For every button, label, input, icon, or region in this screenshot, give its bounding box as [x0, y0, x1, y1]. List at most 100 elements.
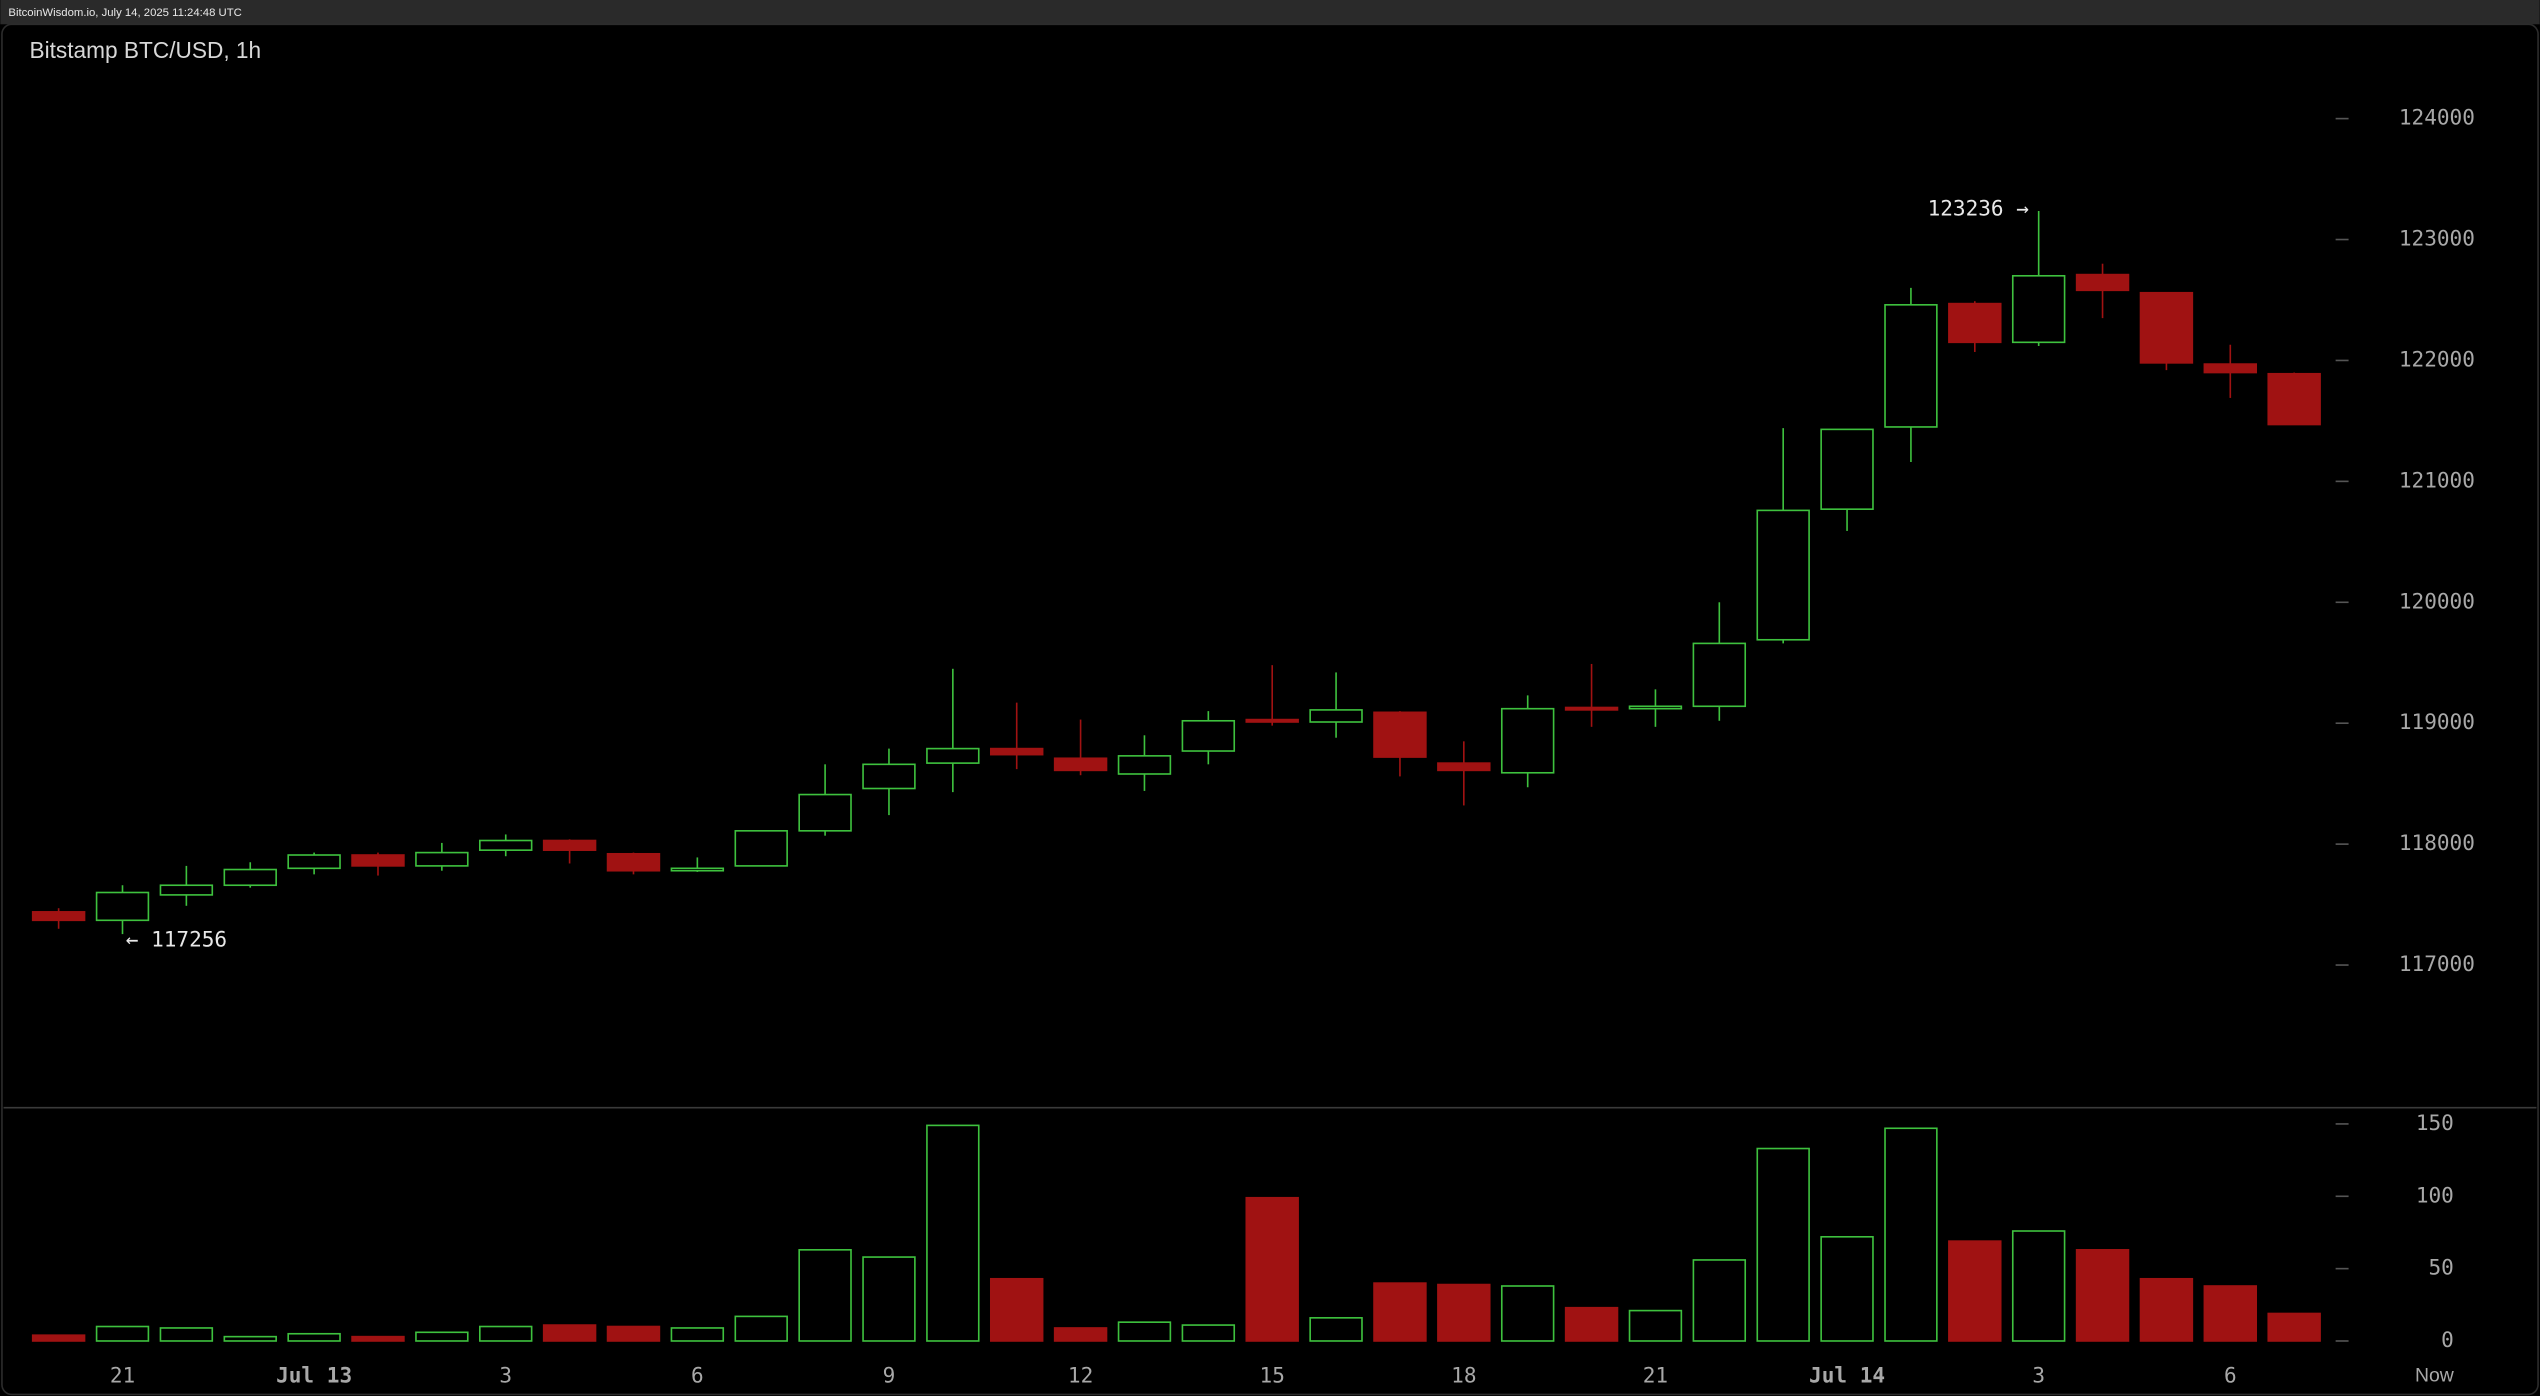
x-tick-label: 12	[1068, 1363, 1093, 1388]
candle-body	[159, 884, 214, 896]
volume-bar	[1053, 1327, 1108, 1342]
candle-body	[2075, 273, 2130, 292]
candle-body	[1692, 642, 1747, 708]
volume-bar	[1500, 1285, 1555, 1342]
volume-bar	[1309, 1317, 1363, 1342]
candle-body	[1820, 428, 1874, 510]
x-tick-label: Jul 13	[276, 1363, 352, 1388]
volume-bar	[798, 1249, 852, 1342]
candle-body	[1181, 719, 1236, 752]
volume-bar	[2139, 1277, 2194, 1342]
volume-bar	[1117, 1321, 1172, 1342]
volume-bar	[2203, 1285, 2258, 1342]
candle-body	[670, 867, 725, 872]
chart-frame	[1, 23, 2539, 1396]
volume-bar	[670, 1327, 725, 1342]
x-tick-label: 6	[2224, 1363, 2237, 1388]
volume-bar	[1692, 1259, 1747, 1342]
y-tick-label: 124000	[2399, 105, 2475, 130]
candle-body	[1245, 718, 1299, 723]
y-tick-label: 122000	[2399, 346, 2475, 371]
volume-bar	[1948, 1240, 2002, 1342]
y-tick-label: 117000	[2399, 951, 2475, 976]
x-tick-label: 6	[691, 1363, 704, 1388]
volume-bar	[159, 1327, 214, 1342]
volume-bar	[2075, 1249, 2130, 1342]
price-annotation: ← 117256	[126, 927, 227, 952]
candle-body	[2139, 291, 2194, 364]
chart-title: Bitstamp BTC/USD, 1h	[29, 37, 261, 63]
candle-body	[734, 830, 788, 867]
volume-bar	[2011, 1230, 2066, 1342]
volume-bar	[862, 1256, 916, 1342]
candle-body	[2203, 363, 2258, 374]
x-tick-label: 9	[883, 1363, 896, 1388]
candle-body	[1884, 304, 1938, 428]
candle-body	[31, 911, 86, 922]
candle-body	[606, 852, 661, 872]
volume-bar	[415, 1331, 469, 1342]
volume-bar	[606, 1325, 661, 1342]
volume-bar	[989, 1277, 1044, 1342]
candle-body	[2011, 274, 2066, 344]
volume-bar	[542, 1324, 597, 1342]
y-tick-label: 120000	[2399, 588, 2475, 613]
candle-body	[1373, 711, 1427, 758]
now-label: Now	[2415, 1365, 2455, 1387]
volume-bar	[1181, 1324, 1236, 1342]
x-tick-label: 3	[2032, 1363, 2045, 1388]
y-tick-label: 123000	[2399, 226, 2475, 251]
volume-bar	[1437, 1283, 1491, 1342]
x-tick-label: 18	[1451, 1363, 1476, 1388]
y-tick-label: 121000	[2399, 467, 2475, 492]
x-tick-label: 3	[499, 1363, 512, 1388]
candle-body	[1117, 755, 1172, 775]
volume-tick-label: 50	[2429, 1255, 2454, 1280]
volume-tick-label: 100	[2416, 1182, 2454, 1207]
volume-bar	[95, 1325, 150, 1342]
volume-bar	[351, 1335, 405, 1342]
volume-bar	[31, 1334, 86, 1342]
volume-tick-label: 150	[2416, 1110, 2454, 1135]
candle-body	[95, 891, 150, 922]
candle-body	[479, 839, 533, 851]
volume-bar	[734, 1315, 788, 1342]
candle-body	[351, 854, 405, 867]
volume-bar	[287, 1332, 341, 1342]
y-tick-label: 118000	[2399, 830, 2475, 855]
candle-body	[542, 839, 597, 851]
candle-body	[1564, 706, 1619, 711]
candle-body	[2267, 372, 2321, 426]
candle-body	[287, 854, 341, 870]
volume-bar	[1564, 1306, 1619, 1342]
volume-bar	[2267, 1312, 2321, 1342]
x-tick-label: 21	[1643, 1363, 1668, 1388]
candle-body	[1053, 757, 1108, 772]
candle-body	[1309, 709, 1363, 723]
x-tick-label: 21	[110, 1363, 135, 1388]
candle-body	[1948, 302, 2002, 344]
volume-bar	[223, 1335, 277, 1342]
volume-bar	[1245, 1196, 1299, 1342]
volume-bar	[1756, 1147, 1810, 1342]
volume-bar	[1820, 1235, 1874, 1342]
x-tick-label: 15	[1260, 1363, 1285, 1388]
volume-bar	[1373, 1282, 1427, 1342]
candle-body	[1756, 509, 1810, 641]
volume-bar	[926, 1124, 980, 1342]
top-bar	[0, 0, 2540, 25]
candle-body	[1437, 762, 1491, 772]
candle-body	[1500, 707, 1555, 774]
volume-tick-label: 0	[2441, 1327, 2454, 1352]
candle-body	[223, 868, 277, 887]
y-tick-label: 119000	[2399, 709, 2475, 734]
price-annotation: 123236 →	[1928, 195, 2029, 220]
candle-body	[798, 793, 852, 832]
candle-body	[415, 851, 469, 867]
x-tick-label: Jul 14	[1809, 1363, 1885, 1388]
volume-bar	[1884, 1127, 1938, 1342]
header: BitcoinWisdom.io, July 14, 2025 11:24:48…	[8, 7, 241, 19]
candle-body	[926, 747, 980, 764]
